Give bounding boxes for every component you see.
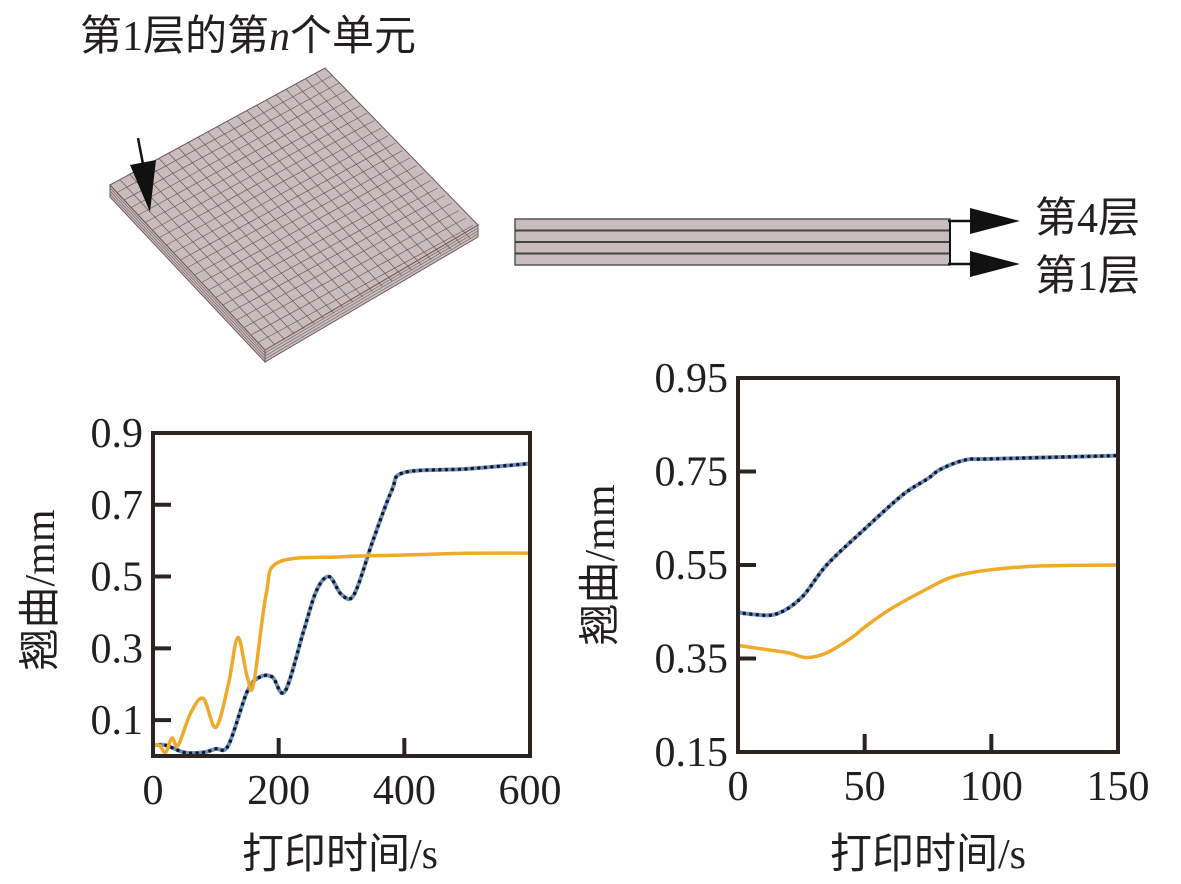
mesh-line <box>257 225 474 343</box>
chart-right: 0.15 0.35 0.55 0.75 0.95 0 50 100 150 打印时间/s 翘曲/mm <box>578 356 1150 878</box>
y-tick-label: 0.3 <box>91 626 144 672</box>
x-tick-label: 0 <box>728 764 749 810</box>
y-tick-label: 0.75 <box>655 450 729 496</box>
series-line-blue <box>737 453 1119 618</box>
mesh-line <box>285 89 442 255</box>
series-line-dotted <box>151 461 532 755</box>
mesh-line <box>222 187 438 306</box>
x-tick-label: 600 <box>499 768 562 814</box>
mesh-line <box>208 172 424 291</box>
y-tick-label: 0.9 <box>91 411 144 457</box>
plot-frame <box>151 431 532 758</box>
layer-1-label: 第1层 <box>1035 254 1140 300</box>
x-axis-label: 打印时间/s <box>242 832 438 878</box>
meshed-plate <box>109 67 479 364</box>
mesh-line <box>236 115 393 282</box>
plate-diagram: 第1层的第n个单元 第4层 第1层 <box>80 14 1140 364</box>
mesh-line <box>194 157 410 276</box>
mesh-line <box>201 165 417 283</box>
plate-layer-line <box>109 193 479 360</box>
element-label: 第1层的第n个单元 <box>80 14 416 60</box>
mesh-line <box>275 94 432 260</box>
mesh-line <box>229 195 445 313</box>
plate-top <box>109 67 479 351</box>
y-tick-label: 0.95 <box>655 356 729 402</box>
layer-1-arrow <box>948 251 1020 277</box>
x-tick-label: 150 <box>1087 764 1150 810</box>
series-line-orange <box>737 563 1119 660</box>
mesh-line <box>243 210 460 328</box>
y-tick-label: 0.1 <box>91 698 144 744</box>
plate-layer-line <box>109 187 479 354</box>
mesh-line <box>236 202 452 321</box>
layer-4-arrow <box>948 208 1020 234</box>
y-tick-label: 0.5 <box>91 555 144 601</box>
mesh-line <box>215 180 431 298</box>
y-axis-label: 翘曲/mm <box>578 484 624 645</box>
mesh-line <box>256 104 412 271</box>
chart-left: 0.1 0.3 0.5 0.7 0.9 0 200 400 600 打印时间/s 翘曲/mm <box>18 411 562 878</box>
y-axis-label: 翘曲/mm <box>18 509 64 670</box>
series-line-orange <box>152 551 531 755</box>
y-tick-label: 0.35 <box>655 637 729 683</box>
y-tick-label: 0.15 <box>655 730 729 776</box>
x-tick-label: 400 <box>373 768 436 814</box>
series-line-dotted <box>736 453 1120 618</box>
mesh-line <box>305 78 461 244</box>
x-axis-label: 打印时间/s <box>830 832 1026 878</box>
mesh-line <box>246 110 403 276</box>
x-tick-label: 0 <box>143 768 164 814</box>
layer-4-label: 第4层 <box>1035 196 1140 242</box>
mesh-line <box>187 150 403 268</box>
mesh-line <box>250 217 467 336</box>
mesh-line <box>295 83 451 250</box>
mesh-line <box>227 120 383 287</box>
mesh-line <box>266 99 422 266</box>
mesh-line <box>314 73 471 239</box>
plate-layer-line <box>109 190 479 357</box>
x-tick-label: 200 <box>247 768 310 814</box>
x-tick-label: 100 <box>960 764 1023 810</box>
layer-cross-section <box>514 218 951 266</box>
x-tick-label: 50 <box>844 764 886 810</box>
element-arrow <box>130 137 156 212</box>
y-tick-label: 0.55 <box>655 543 729 589</box>
y-tick-label: 0.7 <box>91 483 144 529</box>
